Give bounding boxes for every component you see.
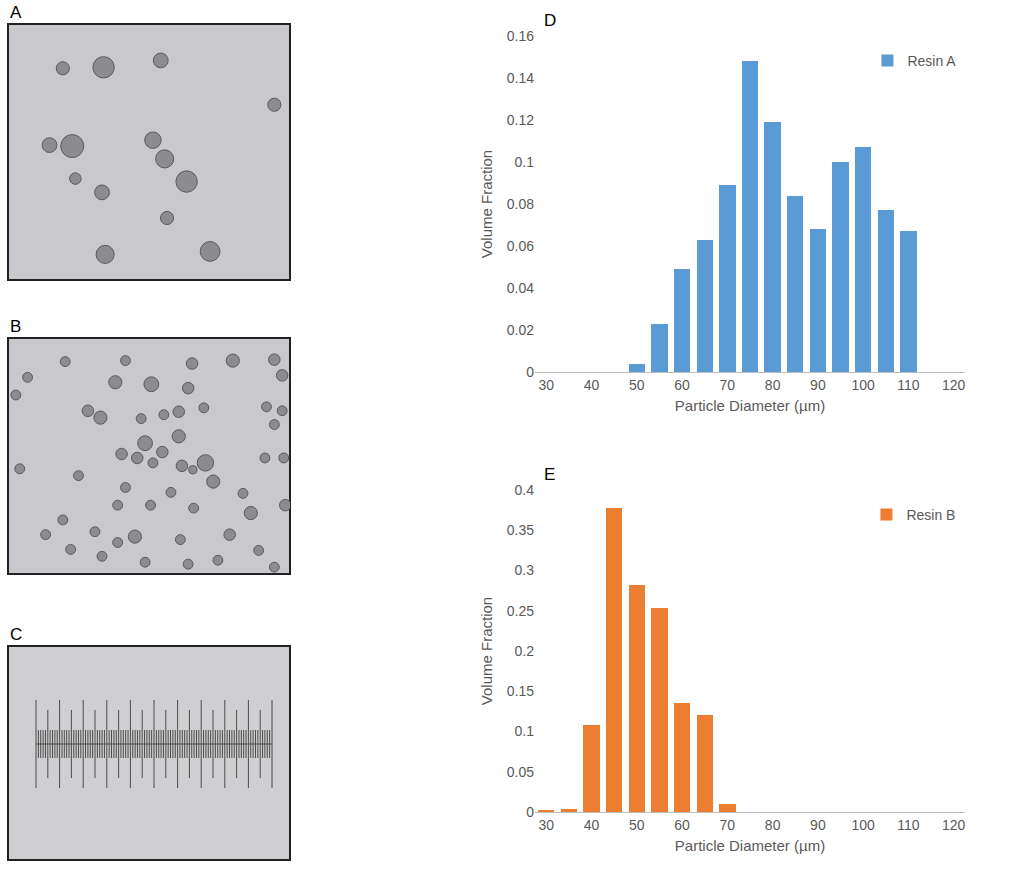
svg-text:110: 110 (897, 377, 920, 393)
svg-text:0: 0 (526, 364, 534, 380)
svg-text:D: D (544, 11, 556, 30)
svg-text:0.1: 0.1 (515, 723, 535, 739)
svg-text:0.1: 0.1 (515, 154, 535, 170)
svg-text:30: 30 (539, 817, 555, 833)
svg-text:100: 100 (851, 817, 875, 833)
svg-text:0.4: 0.4 (515, 482, 535, 498)
svg-text:0.16: 0.16 (507, 28, 534, 44)
svg-text:0.15: 0.15 (507, 683, 534, 699)
svg-text:70: 70 (720, 377, 736, 393)
svg-text:0.02: 0.02 (507, 322, 534, 338)
svg-text:0.35: 0.35 (507, 522, 534, 538)
svg-text:40: 40 (584, 377, 600, 393)
svg-text:Particle Diameter (µm): Particle Diameter (µm) (675, 837, 825, 854)
svg-text:Resin A: Resin A (907, 53, 956, 69)
svg-text:40: 40 (584, 817, 600, 833)
svg-text:0.05: 0.05 (507, 764, 534, 780)
svg-text:60: 60 (674, 817, 690, 833)
svg-text:0: 0 (526, 804, 534, 820)
svg-text:0.04: 0.04 (507, 280, 534, 296)
svg-text:0.3: 0.3 (515, 562, 535, 578)
svg-text:0.12: 0.12 (507, 112, 534, 128)
svg-text:30: 30 (539, 377, 555, 393)
svg-text:Particle Diameter (µm): Particle Diameter (µm) (675, 397, 825, 414)
svg-text:70: 70 (720, 817, 736, 833)
svg-text:Volume Fraction: Volume Fraction (478, 597, 495, 705)
svg-text:E: E (544, 465, 555, 484)
svg-text:50: 50 (629, 817, 645, 833)
svg-text:60: 60 (674, 377, 690, 393)
svg-text:0.2: 0.2 (515, 643, 535, 659)
svg-text:0.25: 0.25 (507, 603, 534, 619)
svg-text:B: B (10, 317, 21, 336)
svg-text:C: C (10, 625, 22, 644)
svg-text:80: 80 (765, 377, 781, 393)
svg-text:Resin B: Resin B (906, 507, 955, 523)
svg-text:Volume Fraction: Volume Fraction (478, 150, 495, 258)
svg-text:0.06: 0.06 (507, 238, 534, 254)
svg-text:0.08: 0.08 (507, 196, 534, 212)
svg-text:90: 90 (810, 817, 826, 833)
svg-text:80: 80 (765, 817, 781, 833)
svg-text:120: 120 (942, 377, 966, 393)
svg-text:90: 90 (810, 377, 826, 393)
svg-text:120: 120 (942, 817, 966, 833)
svg-text:A: A (10, 3, 22, 22)
svg-text:110: 110 (897, 817, 920, 833)
svg-text:0.14: 0.14 (507, 70, 534, 86)
svg-text:50: 50 (629, 377, 645, 393)
svg-text:100: 100 (851, 377, 875, 393)
